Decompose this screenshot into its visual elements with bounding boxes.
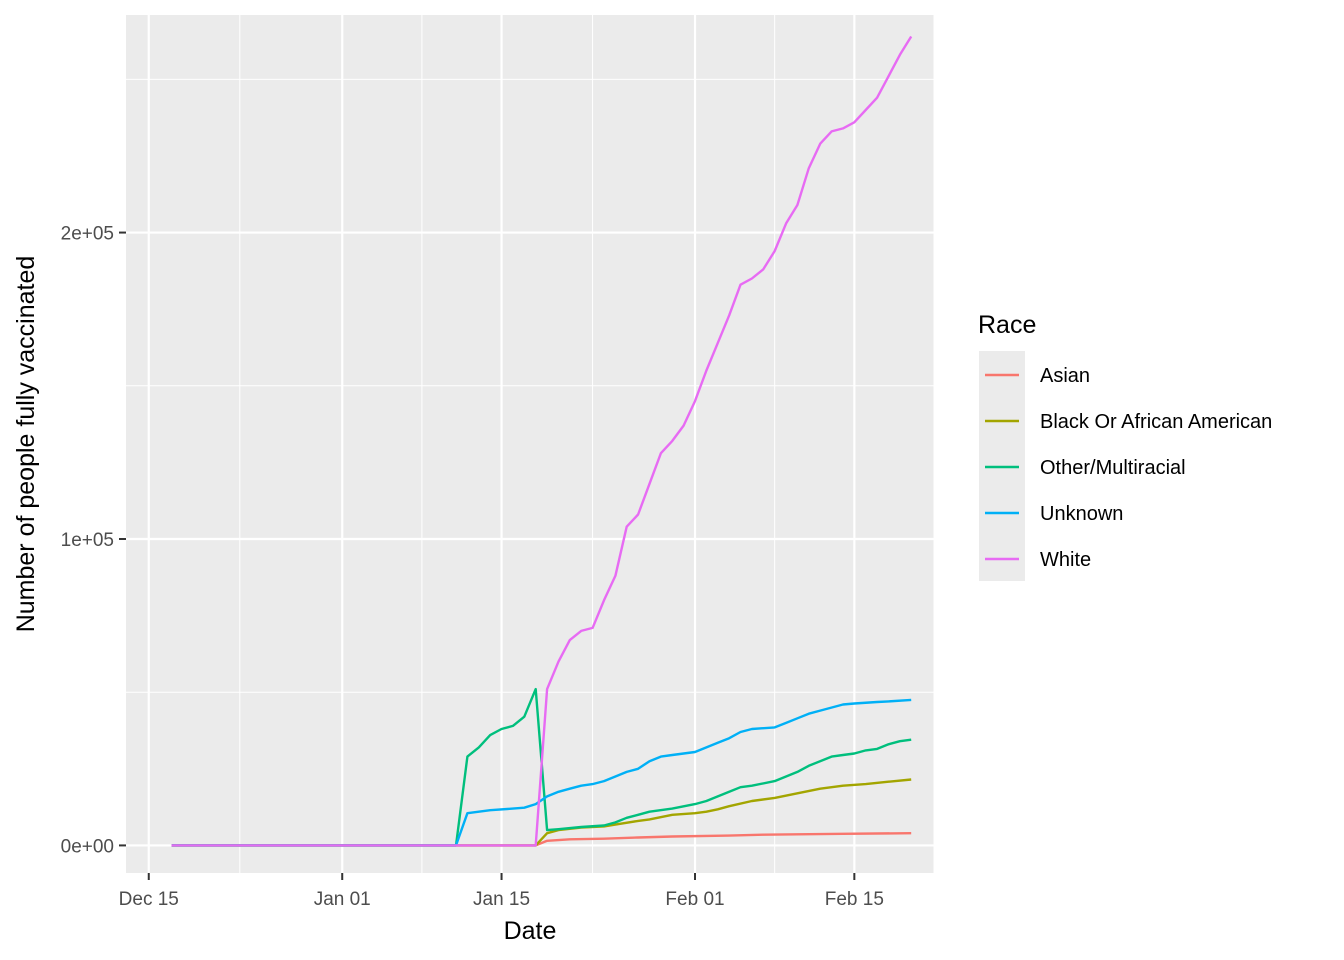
series-lines	[171, 35, 913, 847]
x-tick-label: Feb 01	[665, 889, 724, 910]
legend-label-unknown: Unknown	[1040, 503, 1123, 525]
legend-label-white: White	[1040, 549, 1091, 571]
legend-items: Asian Black Or African American Other/Mult…	[985, 365, 1272, 571]
legend-label-asian: Asian	[1040, 365, 1090, 387]
legend-title: Race	[978, 311, 1036, 339]
y-tick-label: 0e+00	[61, 836, 114, 857]
legend: Race Asian Black Or African American Other…	[978, 311, 1272, 581]
plot-panel	[126, 15, 934, 873]
legend-label-black-or-african-american: Black Or African American	[1040, 411, 1272, 433]
legend-label-other-multiracial: Other/Multiracial	[1040, 457, 1186, 479]
y-axis-title: Number of people fully vaccinated	[12, 256, 40, 633]
y-tick-label: 2e+05	[61, 224, 114, 245]
x-axis-title: Date	[504, 917, 557, 945]
tick-labels: Dec 15 Jan 01 Jan 15 Feb 01 Feb 15 0e+00 1e+05…	[61, 224, 884, 910]
series-line-unknown	[171, 698, 912, 847]
x-tick-label: Jan 15	[473, 889, 530, 910]
y-tick-label: 1e+05	[61, 530, 114, 551]
series-line-asian	[171, 832, 912, 847]
axis-ticks	[119, 231, 856, 880]
series-line-other-multiracial	[171, 687, 912, 847]
x-tick-label: Jan 01	[314, 889, 371, 910]
x-tick-label: Dec 15	[119, 889, 179, 910]
x-tick-label: Feb 15	[825, 889, 884, 910]
series-line-white	[171, 35, 913, 847]
grid-minor	[126, 15, 935, 873]
